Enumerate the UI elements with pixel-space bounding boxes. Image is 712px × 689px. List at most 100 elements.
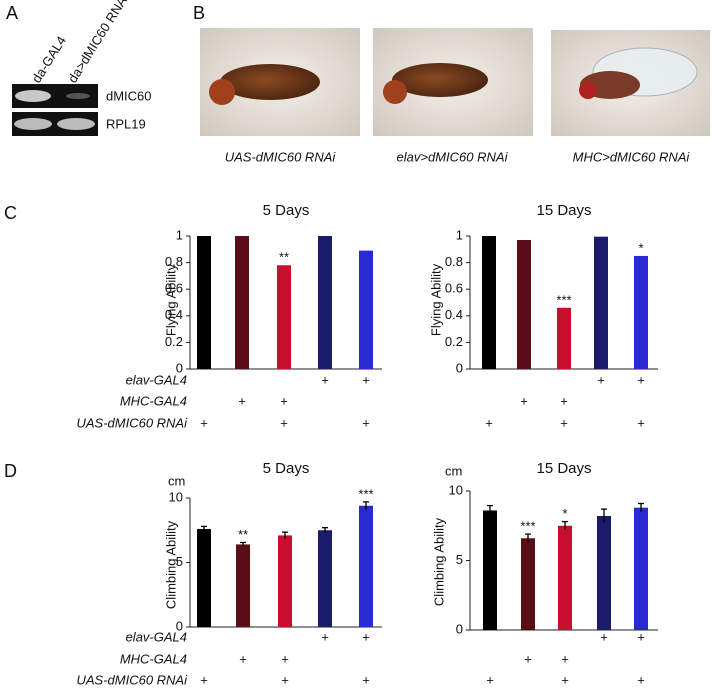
y-tick-label: 0.8 (445, 254, 463, 269)
genotype-plus: + (597, 372, 605, 387)
genotype-label: MHC-GAL4 (120, 393, 187, 408)
genotype-plus: + (600, 629, 608, 644)
error-bar (322, 527, 328, 533)
photo (373, 28, 533, 136)
bar (634, 507, 648, 630)
y-tick-label: 0 (456, 621, 463, 636)
gel-band (57, 118, 95, 130)
chart-title: 5 Days (263, 202, 310, 219)
panel-label: C (4, 203, 17, 223)
lane-label: da>dMIC60 RNAi (65, 0, 132, 85)
chart-title: 5 Days (263, 460, 310, 477)
bar (235, 236, 249, 369)
y-tick-label: 0.8 (165, 254, 183, 269)
genotype-plus: + (239, 651, 247, 666)
band-label: dMIC60 (106, 88, 152, 103)
significance: *** (358, 486, 373, 501)
genotype-plus: + (362, 629, 370, 644)
genotype-plus: + (637, 672, 645, 687)
error-bar (363, 501, 369, 510)
error-bar (201, 525, 207, 532)
y-tick-label: 0.2 (165, 334, 183, 349)
genotype-plus: + (281, 651, 289, 666)
bar (359, 505, 373, 627)
y-tick-label: 10 (169, 489, 183, 504)
y-tick-label: 0.6 (165, 281, 183, 296)
significance: * (562, 506, 567, 521)
genotype-plus: + (486, 672, 494, 687)
genotype-plus: + (280, 393, 288, 408)
bar (482, 236, 496, 369)
genotype-label: UAS-dMIC60 RNAi (76, 415, 188, 430)
y-tick-label: 5 (456, 552, 463, 567)
panel-label: B (193, 3, 205, 23)
photo (551, 30, 710, 136)
error-bar (282, 531, 288, 539)
y-tick-label: 0.4 (165, 307, 183, 322)
bar (197, 528, 211, 627)
error-bar (638, 502, 644, 512)
significance: * (638, 240, 643, 255)
error-bar (601, 508, 607, 523)
gel-band (66, 93, 90, 99)
bar (594, 236, 608, 369)
photo-caption: UAS-dMIC60 RNAi (225, 149, 337, 164)
band-label: RPL19 (106, 116, 146, 131)
bar (197, 236, 211, 369)
genotype-plus: + (280, 415, 288, 430)
bar (634, 255, 648, 369)
y-tick-label: 0.2 (445, 334, 463, 349)
genotype-plus: + (520, 393, 528, 408)
genotype-plus: + (561, 651, 569, 666)
y-axis-label: Climbing Ability (431, 517, 446, 606)
genotype-plus: + (238, 393, 246, 408)
bar (597, 516, 611, 630)
error-bar (525, 533, 531, 543)
photo-caption: elav>dMIC60 RNAi (397, 149, 509, 164)
photo-caption: MHC>dMIC60 RNAi (573, 149, 691, 164)
bar (359, 250, 373, 369)
significance: *** (520, 519, 535, 534)
genotype-plus: + (200, 672, 208, 687)
significance: *** (556, 292, 571, 307)
genotype-plus: + (637, 415, 645, 430)
y-tick-label: 0.6 (445, 281, 463, 296)
bar (236, 544, 250, 627)
y-tick-label: 0 (176, 360, 183, 375)
bar (483, 510, 497, 630)
genotype-plus: + (637, 629, 645, 644)
y-axis-label: Climbing Ability (163, 520, 178, 609)
significance: ** (238, 527, 248, 542)
bar (278, 535, 292, 627)
genotype-label: MHC-GAL4 (120, 651, 187, 666)
error-bar (240, 541, 246, 547)
y-tick-label: 0 (456, 360, 463, 375)
genotype-plus: + (362, 372, 370, 387)
genotype-plus: + (561, 672, 569, 687)
y-tick-label: 1 (456, 227, 463, 242)
genotype-plus: + (362, 672, 370, 687)
chart-title: 15 Days (536, 460, 591, 477)
y-axis-unit: cm (168, 473, 185, 488)
y-tick-label: 10 (449, 482, 463, 497)
genotype-plus: + (560, 415, 568, 430)
error-bar (487, 504, 493, 516)
genotype-label: elav-GAL4 (126, 372, 187, 387)
bar (517, 239, 531, 369)
chart-title: 15 Days (536, 202, 591, 219)
bar (318, 236, 332, 369)
y-tick-label: 0 (176, 618, 183, 633)
genotype-plus: + (637, 372, 645, 387)
genotype-plus: + (524, 651, 532, 666)
panel-label: D (4, 461, 17, 481)
genotype-plus: + (362, 415, 370, 430)
y-axis-unit: cm (445, 463, 462, 478)
gel-band (14, 118, 52, 130)
y-axis-label: Flying Ability (428, 263, 443, 336)
y-tick-label: 1 (176, 227, 183, 242)
genotype-plus: + (485, 415, 493, 430)
bar (318, 530, 332, 627)
genotype-plus: + (200, 415, 208, 430)
genotype-plus: + (321, 629, 329, 644)
